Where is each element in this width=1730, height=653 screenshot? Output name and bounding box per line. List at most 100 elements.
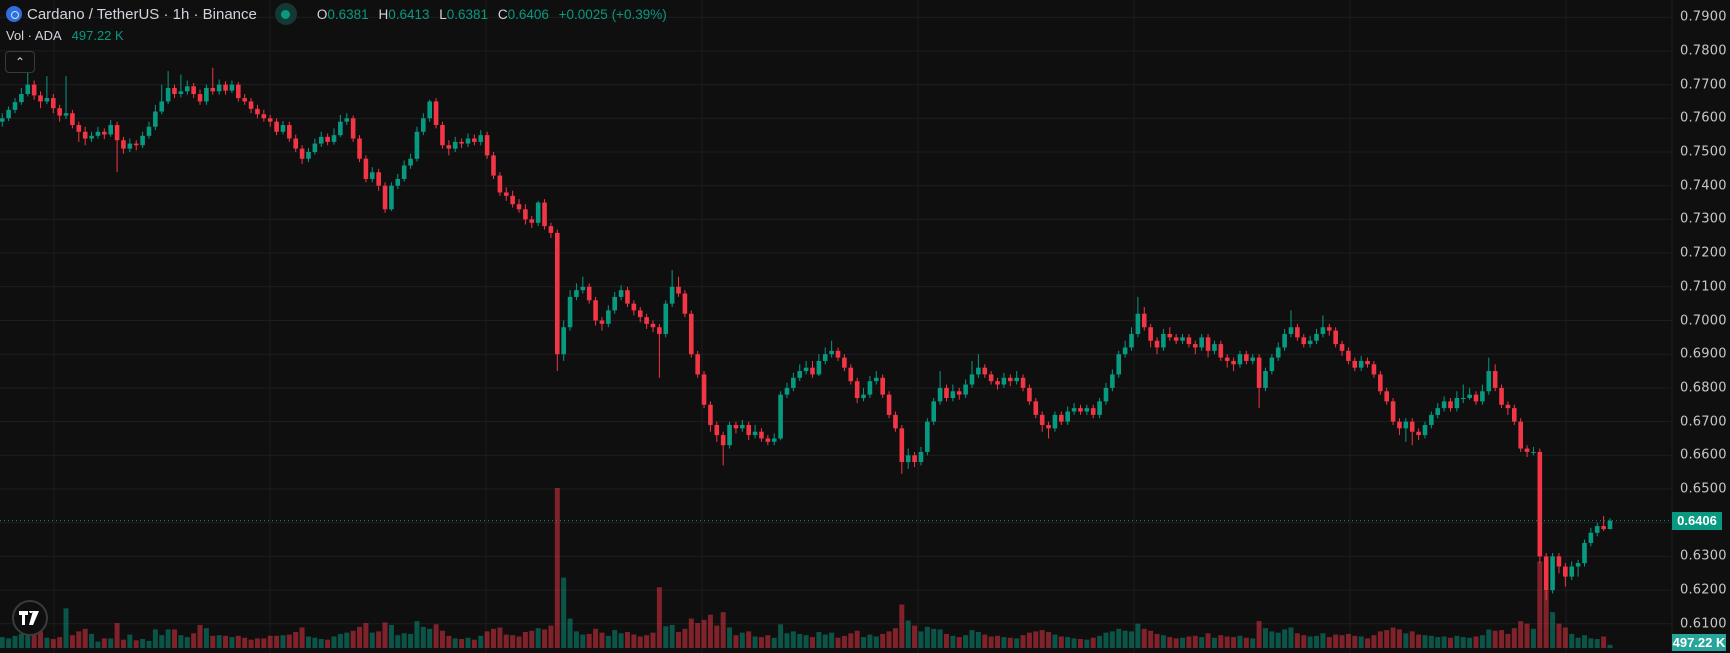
candle-body — [1275, 347, 1281, 358]
candle-body — [1039, 414, 1045, 425]
volume-bar — [414, 621, 420, 648]
candle-body — [854, 381, 860, 399]
volume-bar — [1307, 636, 1313, 648]
volume-bar — [318, 639, 324, 648]
candle-body — [1390, 401, 1396, 422]
volume-bar — [1594, 639, 1600, 648]
volume-bar — [1352, 635, 1358, 648]
volume-bar — [1441, 636, 1447, 648]
volume-bar — [542, 629, 548, 648]
volume-bar — [937, 629, 943, 648]
candle-body — [612, 296, 618, 311]
volume-bar — [669, 624, 675, 648]
candle-body — [210, 87, 216, 92]
candle-body — [89, 135, 94, 139]
volume-bar — [1250, 638, 1256, 648]
candle-body — [401, 165, 407, 179]
candle-body — [25, 84, 31, 95]
volume-bar — [727, 627, 733, 648]
high-label: H — [378, 6, 389, 22]
change-value: +0.0025 (+0.39%) — [558, 6, 667, 22]
volume-bar — [6, 638, 12, 648]
candle-body — [57, 108, 62, 116]
volume-bar — [1243, 637, 1249, 648]
volume-bar — [1422, 635, 1428, 648]
volume-bar — [988, 636, 994, 648]
candle-body — [350, 118, 356, 139]
candle-body — [427, 101, 432, 119]
candle-body — [382, 185, 388, 210]
candle-body — [778, 394, 783, 439]
volume-bar — [1358, 636, 1364, 648]
volume-bar — [1416, 634, 1422, 648]
candle-body — [242, 98, 247, 102]
volume-bar — [656, 587, 662, 648]
volume-bar — [676, 632, 682, 648]
volume-bar — [797, 633, 803, 648]
volume-bar — [567, 618, 573, 648]
candle-body — [159, 101, 165, 112]
candle-body — [1467, 394, 1472, 399]
volume-bar — [650, 632, 656, 648]
candle-body — [1288, 327, 1294, 334]
volume-bar — [1148, 630, 1154, 648]
ohlc-values: O0.6381 H0.6413 L0.6381 C0.6406 +0.0025 … — [311, 7, 667, 22]
volume-bar — [835, 637, 841, 648]
tradingview-logo[interactable] — [12, 600, 48, 636]
candle-body — [299, 148, 305, 159]
candle-body — [70, 113, 75, 126]
candle-body — [1154, 340, 1160, 348]
candle-body — [714, 424, 720, 436]
candle-body — [746, 424, 751, 436]
candle-body — [1046, 424, 1051, 429]
volume-bar — [618, 633, 624, 648]
volume-bar — [586, 633, 592, 648]
volume-bar — [408, 633, 414, 648]
candle-body — [369, 172, 375, 179]
volume-bar — [1333, 634, 1339, 648]
volume-bar — [605, 635, 611, 648]
price-tick-label: 0.6100 — [1680, 616, 1727, 632]
price-tick-label: 0.7700 — [1680, 77, 1727, 93]
volume-label[interactable]: Vol · ADA — [6, 28, 62, 43]
volume-bar — [1211, 637, 1217, 648]
candle-body — [835, 350, 841, 358]
high-value: 0.6413 — [388, 6, 430, 22]
volume-bar — [254, 638, 260, 648]
volume-bar — [1409, 631, 1415, 648]
candle-body — [1161, 333, 1166, 348]
volume-bar — [31, 632, 37, 648]
volume-bar — [1505, 633, 1511, 648]
volume-bar — [1269, 631, 1275, 648]
candle-body — [810, 367, 815, 375]
volume-bar — [1014, 638, 1020, 648]
volume-bar — [497, 627, 503, 648]
candle-body — [491, 155, 496, 176]
candle-body — [1422, 424, 1428, 436]
candle-body — [874, 377, 879, 382]
volume-bar — [1294, 633, 1300, 648]
candle-body — [1378, 374, 1383, 392]
volume-bar — [1543, 590, 1549, 648]
market-open-status-icon[interactable] — [274, 3, 297, 25]
tradingview-logo-icon — [19, 611, 39, 625]
candle-body — [1429, 414, 1434, 425]
candle-body — [1212, 344, 1217, 351]
price-tick-label: 0.7300 — [1680, 211, 1727, 227]
collapse-legend-button[interactable]: ⌃ — [5, 51, 35, 73]
volume-bar — [720, 612, 726, 648]
volume-bar — [1103, 632, 1109, 648]
volume-bar — [235, 635, 241, 648]
price-tick-label: 0.6600 — [1680, 447, 1727, 463]
volume-bar — [1537, 561, 1543, 648]
candle-body — [988, 374, 994, 382]
candle-body — [1460, 398, 1466, 400]
volume-bar — [905, 620, 911, 648]
volume-bar — [184, 637, 190, 648]
candle-body — [1071, 408, 1077, 412]
open-value: 0.6381 — [327, 6, 369, 22]
symbol-title[interactable]: Cardano / TetherUS · 1h · Binance — [27, 5, 257, 23]
volume-bar — [1301, 635, 1307, 648]
candle-body — [663, 303, 669, 334]
